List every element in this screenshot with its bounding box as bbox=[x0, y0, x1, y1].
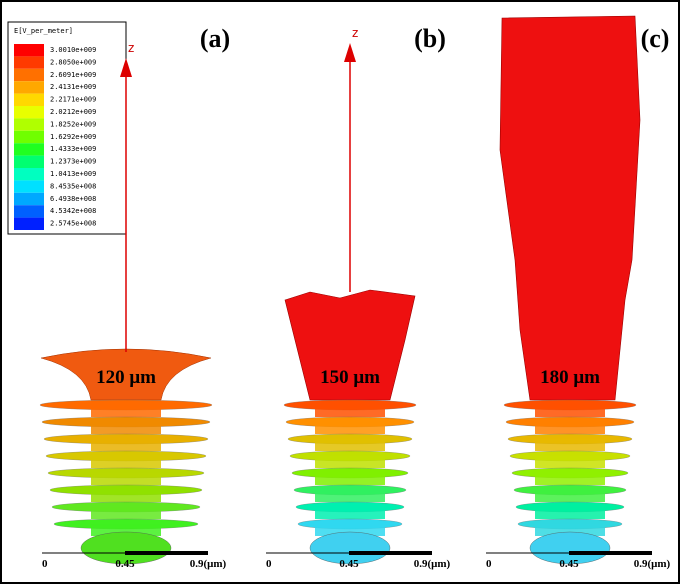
scale-label: 0 bbox=[486, 558, 492, 570]
legend-label: 2.0212e+009 bbox=[50, 108, 96, 116]
field-core bbox=[91, 507, 161, 519]
field-base bbox=[80, 531, 172, 565]
legend-title: E[V_per_meter] bbox=[14, 27, 73, 35]
field-core bbox=[315, 405, 385, 417]
field-core bbox=[535, 439, 605, 451]
panel bbox=[39, 348, 213, 565]
z-arrow bbox=[120, 58, 132, 77]
legend-swatch bbox=[14, 81, 44, 94]
legend-label: 3.0010e+009 bbox=[50, 46, 96, 54]
legend-swatch bbox=[14, 217, 44, 230]
field-plots bbox=[39, 15, 641, 565]
field-core bbox=[535, 405, 605, 417]
legend-label: 2.4131e+009 bbox=[50, 83, 96, 91]
field-core bbox=[315, 456, 385, 468]
field-core bbox=[91, 439, 161, 451]
panel-label: (b) bbox=[414, 24, 446, 53]
length-label: 180 μm bbox=[540, 367, 600, 388]
field-core bbox=[535, 524, 605, 536]
legend-label: 6.4938e+008 bbox=[50, 195, 96, 203]
legend-swatch bbox=[14, 56, 44, 69]
legend-label: 2.2171e+009 bbox=[50, 96, 96, 104]
panel bbox=[283, 289, 417, 565]
field-core bbox=[535, 507, 605, 519]
field-base bbox=[309, 531, 391, 565]
legend-swatch bbox=[14, 118, 44, 131]
scale-label: 0.45 bbox=[339, 558, 359, 570]
scale-label: 0 bbox=[42, 558, 48, 570]
legend-label: 1.2373e+009 bbox=[50, 158, 96, 166]
field-core bbox=[535, 422, 605, 434]
legend-swatch bbox=[14, 180, 44, 193]
legend-swatch bbox=[14, 143, 44, 156]
field-core bbox=[91, 422, 161, 434]
panel bbox=[499, 15, 641, 565]
legend-swatch bbox=[14, 155, 44, 168]
z-label: z bbox=[352, 26, 358, 40]
field-core bbox=[315, 524, 385, 536]
legend-swatch bbox=[14, 106, 44, 119]
field-top bbox=[284, 289, 416, 401]
scale-label: 0 bbox=[266, 558, 272, 570]
field-core bbox=[91, 456, 161, 468]
z-label: z bbox=[128, 41, 134, 55]
field-core bbox=[91, 405, 161, 417]
field-base bbox=[529, 531, 611, 565]
scale-label: 0.9(μm) bbox=[190, 558, 227, 570]
scale-label: 0.9(μm) bbox=[414, 558, 451, 570]
scale-label: 0.45 bbox=[559, 558, 579, 570]
legend-label: 2.5745e+008 bbox=[50, 220, 96, 228]
field-core bbox=[535, 490, 605, 502]
field-core bbox=[315, 473, 385, 485]
length-label: 120 μm bbox=[96, 367, 156, 388]
field-core bbox=[315, 422, 385, 434]
field-core bbox=[91, 490, 161, 502]
legend-label: 2.8050e+009 bbox=[50, 58, 96, 66]
field-core bbox=[315, 439, 385, 451]
legend-label: 1.4333e+009 bbox=[50, 145, 96, 153]
field-core bbox=[91, 473, 161, 485]
legend-label: 8.4535e+008 bbox=[50, 182, 96, 190]
field-core bbox=[535, 456, 605, 468]
field-top bbox=[40, 348, 212, 401]
legend-swatch bbox=[14, 192, 44, 206]
field-core bbox=[91, 524, 161, 536]
legend-swatch bbox=[14, 205, 44, 218]
legend-swatch bbox=[14, 130, 44, 144]
field-top bbox=[499, 15, 641, 401]
field-core bbox=[315, 490, 385, 502]
scale-label: 0.45 bbox=[115, 558, 135, 570]
legend-swatch bbox=[14, 93, 44, 106]
scale-label: 0.9(μm) bbox=[634, 558, 671, 570]
legend-swatch bbox=[14, 44, 44, 57]
z-arrow bbox=[344, 43, 356, 62]
field-core bbox=[315, 507, 385, 519]
length-label: 150 μm bbox=[320, 367, 380, 388]
panel-label: (a) bbox=[200, 24, 230, 53]
legend-swatch bbox=[14, 68, 44, 82]
field-core bbox=[535, 473, 605, 485]
legend-label: 1.0413e+009 bbox=[50, 170, 96, 178]
panel-label: (c) bbox=[641, 24, 670, 53]
legend-label: 2.6091e+009 bbox=[50, 71, 96, 79]
legend-label: 1.6292e+009 bbox=[50, 133, 96, 141]
legend-label: 1.8252e+009 bbox=[50, 120, 96, 128]
legend-swatch bbox=[14, 168, 44, 181]
legend-label: 4.5342e+008 bbox=[50, 207, 96, 215]
